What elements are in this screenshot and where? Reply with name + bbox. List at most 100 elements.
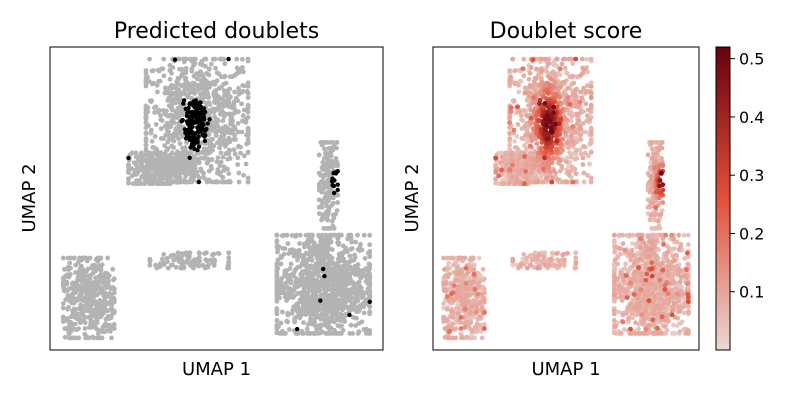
singlet-point xyxy=(211,89,217,94)
singlet-point xyxy=(245,80,251,86)
singlet-point xyxy=(332,163,337,168)
singlet-point xyxy=(312,319,317,325)
y-axis-label: UMAP 2 xyxy=(19,163,40,232)
score-point xyxy=(529,257,535,263)
singlet-point xyxy=(137,178,142,183)
singlet-point xyxy=(338,299,344,305)
singlet-point xyxy=(184,171,190,177)
singlet-point xyxy=(163,168,169,174)
singlet-point xyxy=(196,263,202,269)
singlet-point xyxy=(77,285,83,291)
score-point xyxy=(514,134,520,139)
singlet-point xyxy=(197,72,203,78)
singlet-point xyxy=(204,78,210,84)
singlet-point xyxy=(219,84,224,90)
singlet-point xyxy=(218,159,224,165)
doublet-point xyxy=(185,121,190,126)
singlet-point xyxy=(168,124,174,130)
singlet-point xyxy=(80,317,85,323)
singlet-point xyxy=(225,156,231,162)
score-point xyxy=(584,56,590,62)
singlet-point xyxy=(332,295,337,301)
singlet-point xyxy=(60,305,66,311)
singlet-point xyxy=(111,310,117,315)
singlet-point xyxy=(92,323,98,329)
score-point xyxy=(457,277,462,283)
singlet-point xyxy=(222,165,227,170)
singlet-point xyxy=(319,165,325,170)
singlet-point xyxy=(245,91,251,97)
singlet-point xyxy=(73,290,78,296)
singlet-point xyxy=(302,283,307,288)
singlet-point xyxy=(218,56,224,62)
score-point xyxy=(567,159,573,165)
singlet-point xyxy=(145,74,150,80)
score-point xyxy=(521,108,526,113)
singlet-point xyxy=(333,156,339,161)
singlet-point xyxy=(324,235,329,241)
score-point xyxy=(616,309,621,315)
singlet-point xyxy=(233,95,239,101)
singlet-point xyxy=(347,253,353,259)
singlet-point xyxy=(293,276,299,281)
singlet-point xyxy=(187,250,193,256)
singlet-point xyxy=(72,321,78,327)
singlet-point xyxy=(352,252,357,258)
singlet-point xyxy=(354,315,359,321)
singlet-point xyxy=(326,207,332,213)
singlet-point xyxy=(78,263,84,269)
singlet-point xyxy=(361,270,366,276)
singlet-point xyxy=(226,255,232,261)
doublet-point xyxy=(196,115,202,121)
singlet-point xyxy=(154,82,160,88)
doublet-point xyxy=(193,131,198,136)
score-point xyxy=(567,150,572,156)
singlet-point xyxy=(236,85,241,91)
singlet-point xyxy=(314,308,320,314)
singlet-point xyxy=(168,119,174,125)
singlet-point xyxy=(245,56,251,62)
singlet-point xyxy=(243,161,249,167)
singlet-point xyxy=(323,242,328,248)
score-point xyxy=(633,320,638,325)
singlet-point xyxy=(291,253,297,259)
singlet-point xyxy=(297,283,302,288)
singlet-point xyxy=(289,311,295,316)
singlet-point xyxy=(206,94,212,100)
singlet-point xyxy=(238,150,243,156)
doublet-point xyxy=(183,129,188,135)
singlet-point xyxy=(67,260,73,266)
singlet-point xyxy=(196,250,202,256)
singlet-point xyxy=(218,128,224,134)
singlet-point xyxy=(330,267,336,273)
singlet-point xyxy=(109,305,114,311)
singlet-point xyxy=(306,266,312,272)
singlet-point xyxy=(301,257,307,262)
singlet-point xyxy=(106,278,111,284)
doublet-point xyxy=(181,101,186,106)
singlet-point xyxy=(233,137,238,143)
singlet-point xyxy=(94,320,100,325)
singlet-point xyxy=(221,98,227,104)
singlet-point xyxy=(350,258,355,263)
singlet-point xyxy=(293,331,299,336)
singlet-point xyxy=(85,302,91,308)
singlet-point xyxy=(307,283,313,289)
singlet-point xyxy=(181,82,187,87)
singlet-point xyxy=(152,110,158,115)
singlet-point xyxy=(339,279,345,284)
singlet-point xyxy=(285,312,291,318)
score-point xyxy=(510,262,516,268)
singlet-point xyxy=(280,328,285,334)
singlet-point xyxy=(318,258,324,264)
singlet-point xyxy=(62,334,68,340)
singlet-point xyxy=(274,311,280,317)
singlet-point xyxy=(347,308,352,314)
singlet-point xyxy=(163,85,168,91)
singlet-point xyxy=(171,113,177,118)
singlet-point xyxy=(308,245,314,251)
singlet-point xyxy=(241,107,247,113)
score-point xyxy=(581,179,587,185)
singlet-point xyxy=(62,267,67,272)
singlet-point xyxy=(335,200,341,205)
